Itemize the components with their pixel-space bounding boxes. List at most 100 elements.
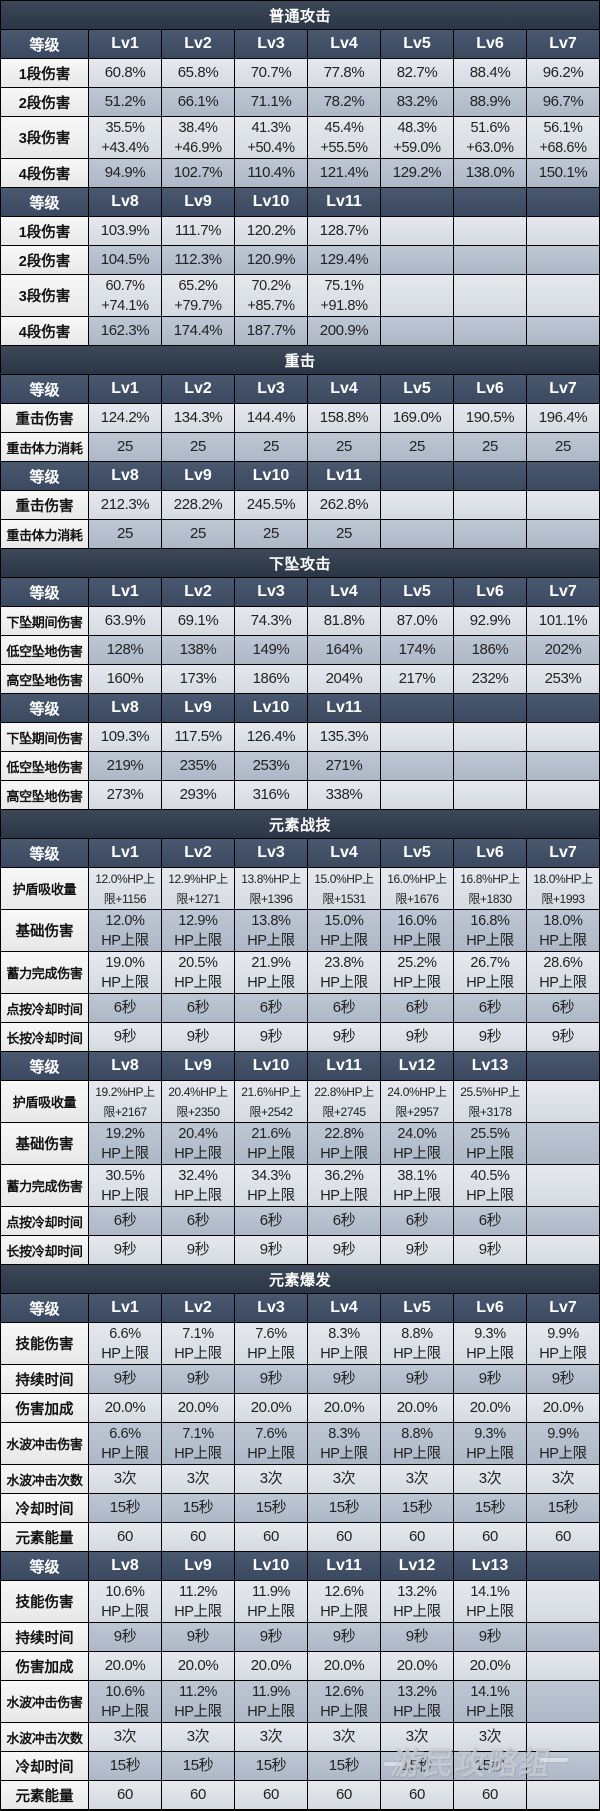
stat-value-cell: 7.6% HP上限 <box>235 1323 308 1365</box>
stat-value-cell: 3次 <box>308 1723 381 1752</box>
stat-value-cell: 34.3% HP上限 <box>235 1165 308 1207</box>
stat-value-cell: 9秒 <box>381 1236 454 1265</box>
stat-value-cell: 20.0% <box>235 1394 308 1423</box>
stat-value-cell: 20.0% <box>162 1652 235 1681</box>
level-header-cell: Lv4 <box>308 578 381 607</box>
stat-label: 水波冲击次数 <box>1 1465 89 1494</box>
stat-value-cell: 20.0% <box>89 1652 162 1681</box>
stat-value-cell: 25 <box>308 520 381 549</box>
stat-value-cell: 25 <box>381 433 454 462</box>
level-header-cell: Lv12 <box>381 1052 454 1081</box>
stat-label: 重击伤害 <box>1 404 89 433</box>
stat-value-cell: 20.0% <box>235 1652 308 1681</box>
stat-value-cell: 3次 <box>162 1723 235 1752</box>
level-header-cell: Lv12 <box>381 1552 454 1581</box>
stat-value-cell: 6秒 <box>235 1207 308 1236</box>
stat-label: 重击体力消耗 <box>1 433 89 462</box>
stat-label: 持续时间 <box>1 1365 89 1394</box>
stat-row: 长按冷却时间 9秒 9秒 9秒 9秒 9秒 9秒 9秒 <box>1 1023 600 1052</box>
stat-value-cell: 78.2% <box>308 88 381 117</box>
level-header-cell: 等级 <box>1 462 89 491</box>
stat-row: 水波冲击伤害 10.6% HP上限 11.2% HP上限 11.9% HP上限 12.… <box>1 1681 600 1723</box>
stat-value-cell: 8.8% HP上限 <box>381 1323 454 1365</box>
stat-value-cell: 121.4% <box>308 159 381 188</box>
section-title-row: 元素爆发 <box>1 1265 600 1294</box>
stat-value-cell: 3次 <box>89 1723 162 1752</box>
stat-value-cell: 21.9% HP上限 <box>235 952 308 994</box>
empty-cell <box>527 246 600 275</box>
stat-value-cell: 9秒 <box>308 1023 381 1052</box>
stat-value-cell: 60 <box>89 1781 162 1810</box>
stat-value-cell: 9秒 <box>235 1623 308 1652</box>
stat-value-cell: 20.0% <box>454 1394 527 1423</box>
stat-label: 基础伤害 <box>1 1123 89 1165</box>
empty-cell <box>454 491 527 520</box>
section-title-row: 重击 <box>1 346 600 375</box>
level-header-cell: Lv7 <box>527 1294 600 1323</box>
level-header-cell: Lv11 <box>308 1552 381 1581</box>
stat-value-cell: 92.9% <box>454 607 527 636</box>
stat-value-cell: 9秒 <box>89 1365 162 1394</box>
level-header-cell: Lv5 <box>381 375 454 404</box>
stat-row: 元素能量 60 60 60 60 60 60 <box>1 1781 600 1810</box>
stat-value-cell: 8.3% HP上限 <box>308 1423 381 1465</box>
stat-label: 2段伤害 <box>1 88 89 117</box>
stat-label: 3段伤害 <box>1 117 89 159</box>
empty-header-cell <box>381 188 454 217</box>
stat-value-cell: 253% <box>527 665 600 694</box>
empty-cell <box>381 752 454 781</box>
level-header-cell: 等级 <box>1 578 89 607</box>
stat-value-cell: 174.4% <box>162 317 235 346</box>
empty-cell <box>527 1752 600 1781</box>
empty-cell <box>527 275 600 317</box>
stat-value-cell: 6秒 <box>454 994 527 1023</box>
stat-label: 4段伤害 <box>1 317 89 346</box>
stat-value-cell: 40.5% HP上限 <box>454 1165 527 1207</box>
stat-label: 元素能量 <box>1 1781 89 1810</box>
stat-value-cell: 232% <box>454 665 527 694</box>
section-title-row: 普通攻击 <box>1 1 600 30</box>
stat-value-cell: 14.1% HP上限 <box>454 1581 527 1623</box>
stat-value-cell: 11.2% HP上限 <box>162 1681 235 1723</box>
stat-value-cell: 245.5% <box>235 491 308 520</box>
level-header-cell: Lv11 <box>308 694 381 723</box>
level-header-row: 等级 Lv8 Lv9 Lv10 Lv11 <box>1 188 600 217</box>
stat-value-cell: 3次 <box>454 1723 527 1752</box>
stat-row: 冷却时间 15秒 15秒 15秒 15秒 15秒 15秒 <box>1 1752 600 1781</box>
empty-cell <box>527 1081 600 1123</box>
stat-value-cell: 87.0% <box>381 607 454 636</box>
stat-value-cell: 6秒 <box>381 994 454 1023</box>
stat-value-cell: 70.2% +85.7% <box>235 275 308 317</box>
empty-cell <box>527 752 600 781</box>
stat-value-cell: 9秒 <box>381 1023 454 1052</box>
level-header-cell: Lv3 <box>235 30 308 59</box>
level-header-cell: Lv10 <box>235 1052 308 1081</box>
stat-label: 元素能量 <box>1 1523 89 1552</box>
level-header-row: 等级 Lv1 Lv2 Lv3 Lv4 Lv5 Lv6 Lv7 <box>1 30 600 59</box>
stat-value-cell: 7.6% HP上限 <box>235 1423 308 1465</box>
stat-value-cell: 219% <box>89 752 162 781</box>
empty-header-cell <box>527 1052 600 1081</box>
stat-row: 水波冲击次数 3次 3次 3次 3次 3次 3次 <box>1 1723 600 1752</box>
level-header-row: 等级 Lv8 Lv9 Lv10 Lv11 <box>1 462 600 491</box>
stat-value-cell: 20.0% <box>89 1394 162 1423</box>
stat-value-cell: 63.9% <box>89 607 162 636</box>
stat-value-cell: 60 <box>89 1523 162 1552</box>
stat-value-cell: 9.3% HP上限 <box>454 1323 527 1365</box>
stat-value-cell: 15秒 <box>454 1494 527 1523</box>
stat-value-cell: 20.0% <box>308 1652 381 1681</box>
stat-row: 水波冲击次数 3次 3次 3次 3次 3次 3次 3次 <box>1 1465 600 1494</box>
stat-value-cell: 20.4% HP上限 <box>162 1123 235 1165</box>
stat-value-cell: 25.5% HP上限 <box>454 1123 527 1165</box>
empty-cell <box>454 246 527 275</box>
stat-value-cell: 338% <box>308 781 381 810</box>
stat-row: 2段伤害 104.5% 112.3% 120.9% 129.4% <box>1 246 600 275</box>
stat-label: 高空坠地伤害 <box>1 665 89 694</box>
stat-value-cell: 9秒 <box>235 1236 308 1265</box>
stat-row: 点按冷却时间 6秒 6秒 6秒 6秒 6秒 6秒 6秒 <box>1 994 600 1023</box>
stat-value-cell: 6.6% HP上限 <box>89 1323 162 1365</box>
empty-cell <box>527 1723 600 1752</box>
level-header-cell: Lv6 <box>454 839 527 868</box>
stat-row: 2段伤害 51.2% 66.1% 71.1% 78.2% 83.2% 88.9% 96.7% <box>1 88 600 117</box>
